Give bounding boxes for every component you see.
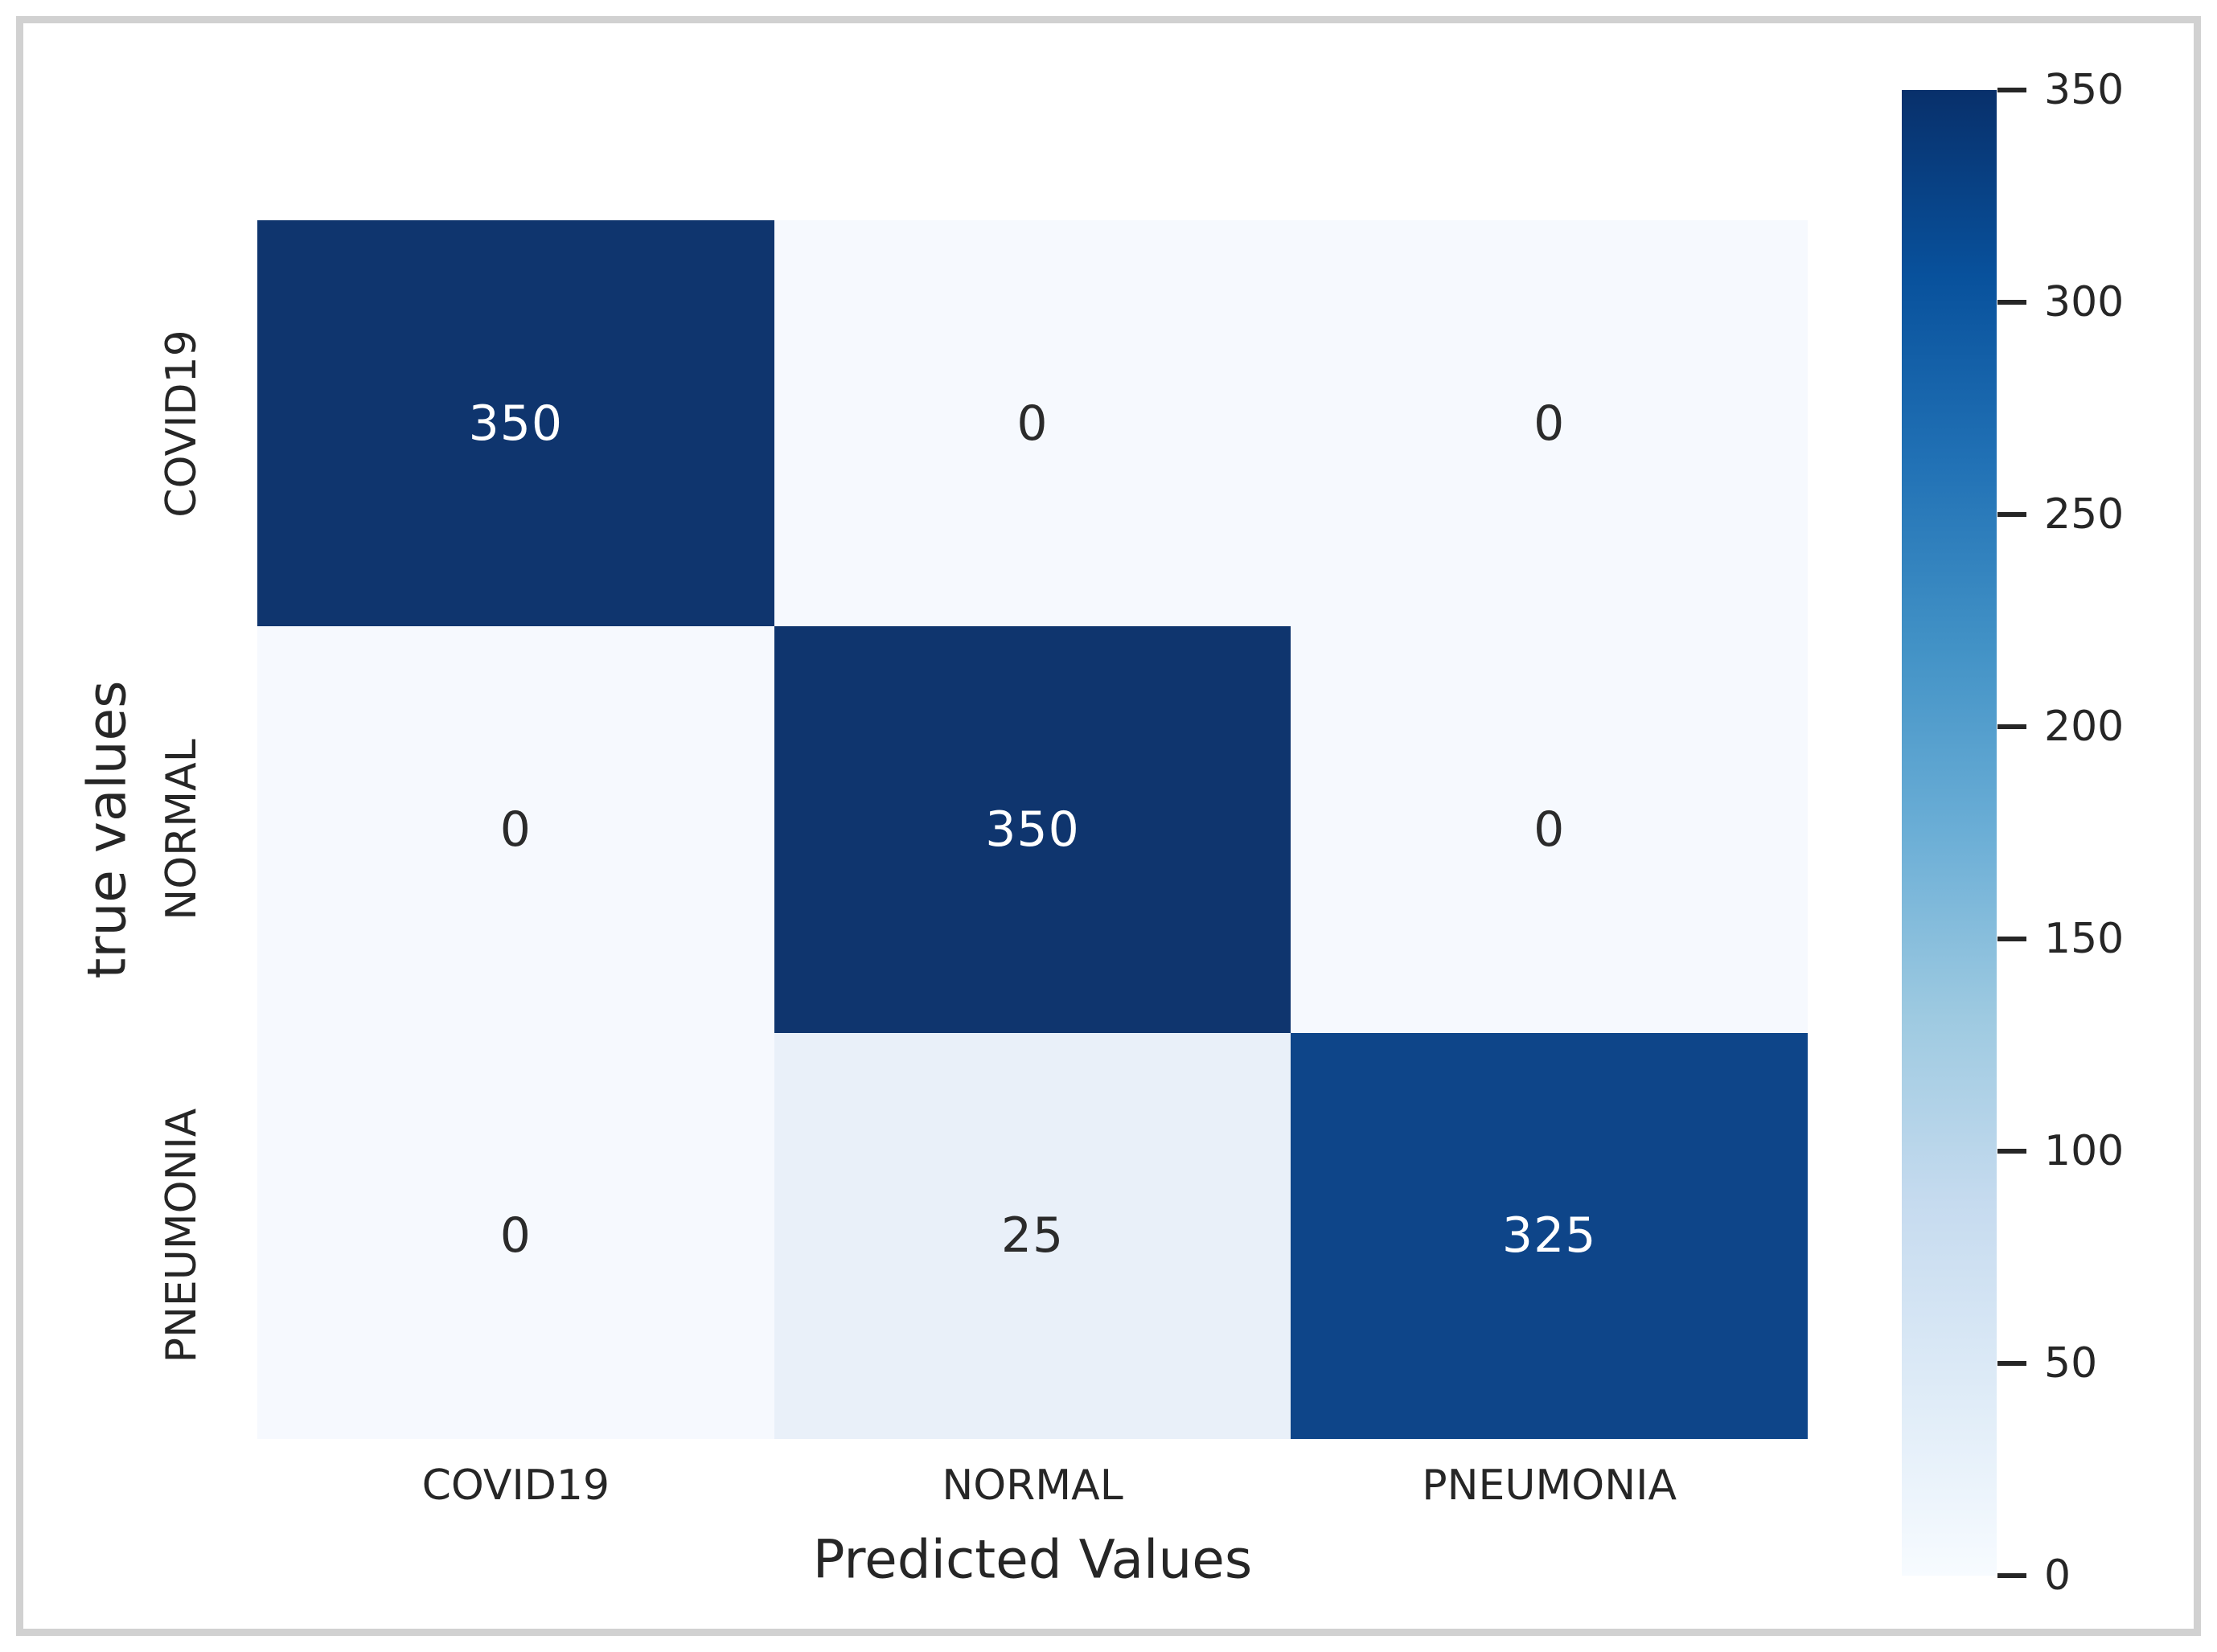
colorbar-tick-mark-50 [1997, 1361, 2026, 1366]
heatmap-grid: 350 0 0 0 350 0 0 25 325 [257, 220, 1808, 1439]
heatmap-cell-NORMAL-COVID19: 0 [257, 626, 774, 1033]
colorbar-tick-label-0: 0 [2044, 1552, 2071, 1600]
heatmap-cell-COVID19-PNEUMONIA: 0 [1291, 220, 1808, 627]
heatmap-cell-PNEUMONIA-COVID19: 0 [257, 1032, 774, 1439]
colorbar-tick-label-250: 250 [2044, 490, 2125, 539]
x-axis-label: Predicted Values [812, 1528, 1253, 1591]
x-tick-label-NORMAL: NORMAL [942, 1461, 1123, 1510]
x-tick-label-COVID19: COVID19 [421, 1461, 610, 1510]
y-axis-label: true values [76, 680, 138, 979]
colorbar-tick-label-100: 100 [2044, 1127, 2125, 1175]
heatmap-cell-NORMAL-NORMAL: 350 [774, 626, 1291, 1033]
colorbar-tick-label-150: 150 [2044, 915, 2125, 963]
colorbar-tick-label-50: 50 [2044, 1339, 2098, 1388]
heatmap-cell-PNEUMONIA-PNEUMONIA: 325 [1291, 1032, 1808, 1439]
y-tick-label-PNEUMONIA: PNEUMONIA [158, 1108, 206, 1363]
heatmap-cell-PNEUMONIA-NORMAL: 25 [774, 1032, 1291, 1439]
colorbar-tick-label-350: 350 [2044, 66, 2125, 114]
y-tick-label-COVID19: COVID19 [158, 329, 206, 518]
colorbar-tick-mark-200 [1997, 724, 2026, 729]
heatmap-cell-NORMAL-PNEUMONIA: 0 [1291, 626, 1808, 1033]
colorbar-tick-mark-0 [1997, 1573, 2026, 1578]
colorbar-tick-mark-250 [1997, 512, 2026, 517]
y-tick-label-NORMAL: NORMAL [158, 739, 206, 920]
heatmap-cell-COVID19-COVID19: 350 [257, 220, 774, 627]
colorbar-tick-mark-350 [1997, 88, 2026, 92]
heatmap-cell-COVID19-NORMAL: 0 [774, 220, 1291, 627]
colorbar-gradient [1902, 90, 1997, 1576]
colorbar-tick-mark-150 [1997, 937, 2026, 941]
colorbar-tick-mark-100 [1997, 1149, 2026, 1154]
colorbar-tick-label-300: 300 [2044, 278, 2125, 326]
colorbar-tick-label-200: 200 [2044, 703, 2125, 751]
x-tick-label-PNEUMONIA: PNEUMONIA [1422, 1461, 1677, 1510]
colorbar-tick-mark-300 [1997, 300, 2026, 305]
